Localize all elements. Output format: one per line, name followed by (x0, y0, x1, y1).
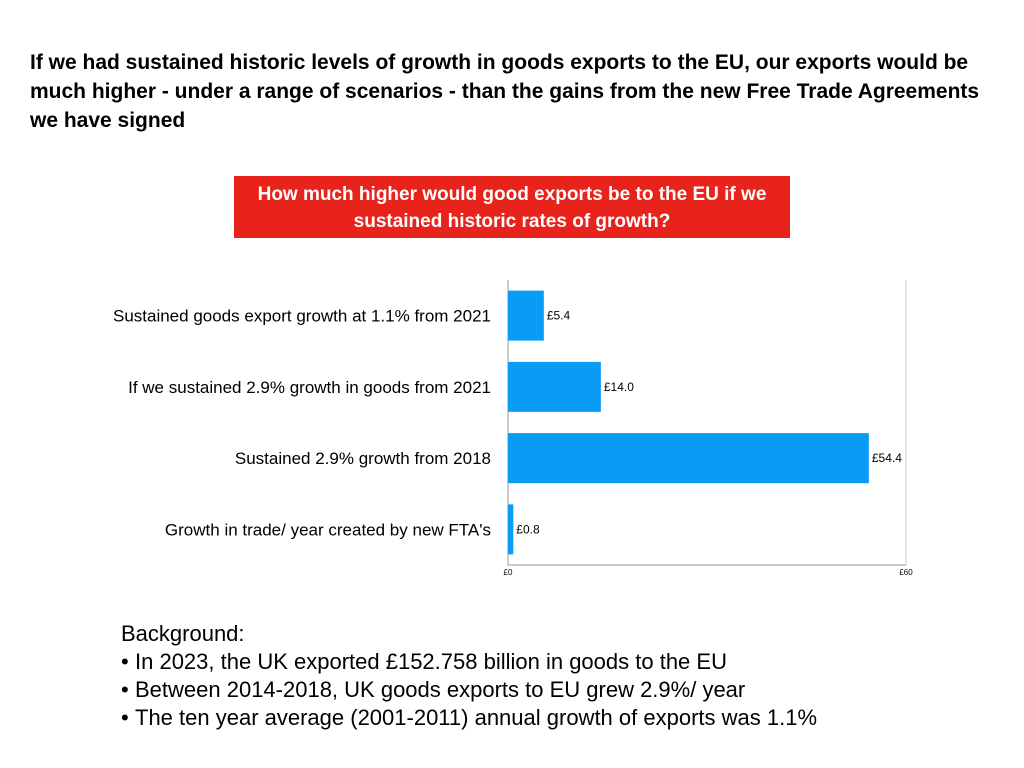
bullet-icon: • (121, 649, 129, 674)
background-item: • The ten year average (2001-2011) annual… (121, 704, 981, 732)
bar (508, 433, 869, 484)
background-heading: Background: (121, 621, 245, 646)
bar (508, 290, 544, 341)
background-list: • In 2023, the UK exported £152.758 billi… (121, 648, 981, 732)
data-label: £14.0 (604, 380, 634, 394)
x-tick-label: £60 (899, 568, 913, 577)
background-item: • Between 2014-2018, UK goods exports to … (121, 676, 981, 704)
category-label: If we sustained 2.9% growth in goods fro… (128, 378, 491, 397)
headline: If we had sustained historic levels of g… (30, 51, 980, 132)
bar (508, 361, 601, 412)
bullet-icon: • (121, 705, 129, 730)
chart-title: How much higher would good exports be to… (234, 176, 790, 238)
background-section: Background: • In 2023, the UK exported £1… (121, 620, 981, 732)
data-label: £5.4 (547, 309, 571, 323)
data-label: £54.4 (872, 451, 902, 465)
background-item-text: Between 2014-2018, UK goods exports to E… (135, 677, 746, 702)
category-label: Sustained goods export growth at 1.1% fr… (113, 307, 491, 326)
x-tick-label: £0 (504, 568, 513, 577)
data-label: £0.8 (516, 522, 540, 536)
background-item-text: In 2023, the UK exported £152.758 billio… (135, 649, 727, 674)
background-item: • In 2023, the UK exported £152.758 billi… (121, 648, 981, 676)
category-label: Sustained 2.9% growth from 2018 (235, 449, 491, 468)
background-item-text: The ten year average (2001-2011) annual … (135, 705, 817, 730)
category-label: Growth in trade/ year created by new FTA… (165, 520, 491, 539)
bullet-icon: • (121, 677, 129, 702)
bar (508, 504, 514, 555)
